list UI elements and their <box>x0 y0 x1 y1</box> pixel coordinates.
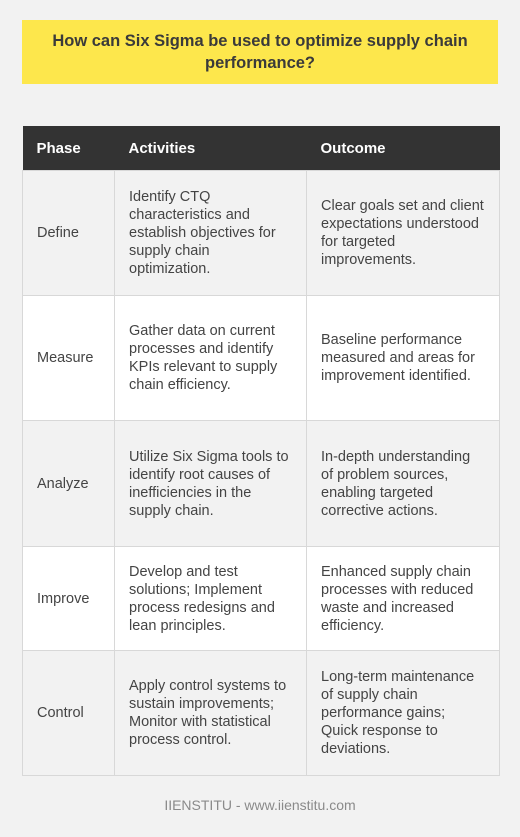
six-sigma-table: Phase Activities Outcome Define Identify… <box>22 126 500 776</box>
page-title: How can Six Sigma be used to optimize su… <box>52 32 468 72</box>
header-outcome: Outcome <box>306 126 500 171</box>
table-row: Define Identify CTQ characteristics and … <box>22 170 500 296</box>
header-activities: Activities <box>114 126 307 171</box>
table-row: Improve Develop and test solutions; Impl… <box>22 546 500 651</box>
table-header-row: Phase Activities Outcome <box>22 126 500 171</box>
header-phase: Phase <box>22 126 115 171</box>
phase-cell: Measure <box>22 295 115 421</box>
phase-cell: Define <box>22 170 115 296</box>
outcome-cell: Baseline performance measured and areas … <box>306 295 500 421</box>
table-row: Measure Gather data on current processes… <box>22 295 500 421</box>
activities-cell: Gather data on current processes and ide… <box>114 295 307 421</box>
table-row: Control Apply control systems to sustain… <box>22 650 500 776</box>
footer-credit: IIENSTITU - www.iienstitu.com <box>164 797 356 813</box>
activities-cell: Apply control systems to sustain improve… <box>114 650 307 776</box>
phase-cell: Analyze <box>22 420 115 547</box>
outcome-cell: Enhanced supply chain processes with red… <box>306 546 500 651</box>
activities-cell: Develop and test solutions; Implement pr… <box>114 546 307 651</box>
title-banner: How can Six Sigma be used to optimize su… <box>22 20 498 84</box>
outcome-cell: Long-term maintenance of supply chain pe… <box>306 650 500 776</box>
table-row: Analyze Utilize Six Sigma tools to ident… <box>22 420 500 547</box>
outcome-cell: In-depth understanding of problem source… <box>306 420 500 547</box>
outcome-cell: Clear goals set and client expectations … <box>306 170 500 296</box>
phase-cell: Improve <box>22 546 115 651</box>
activities-cell: Utilize Six Sigma tools to identify root… <box>114 420 307 547</box>
phase-cell: Control <box>22 650 115 776</box>
activities-cell: Identify CTQ characteristics and establi… <box>114 170 307 296</box>
